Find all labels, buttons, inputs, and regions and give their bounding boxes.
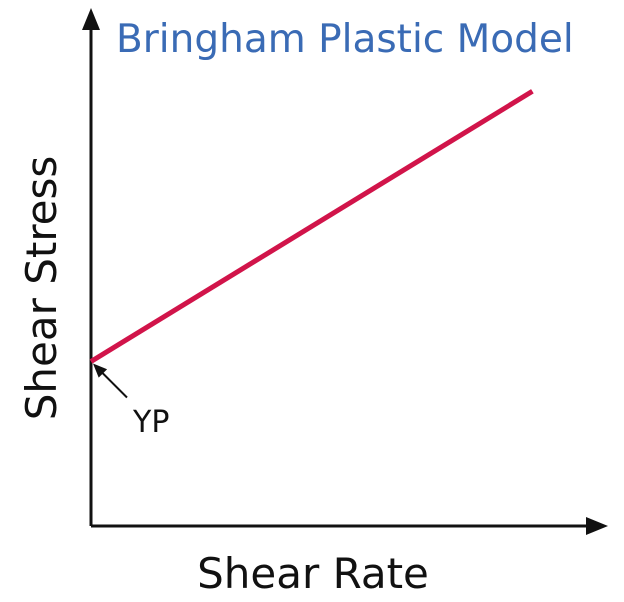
bingham-line	[89, 89, 534, 364]
y-axis-arrowhead	[82, 8, 100, 30]
x-axis-label: Shear Rate	[197, 549, 429, 598]
yield-point-arrow	[98, 368, 128, 399]
y-axis-label: Shear Stress	[17, 156, 66, 421]
yield-point-label: YP	[132, 405, 169, 440]
yield-point-arrowhead	[93, 363, 108, 378]
x-axis-arrowhead	[586, 517, 608, 535]
chart-title: Bringham Plastic Model	[116, 17, 574, 62]
